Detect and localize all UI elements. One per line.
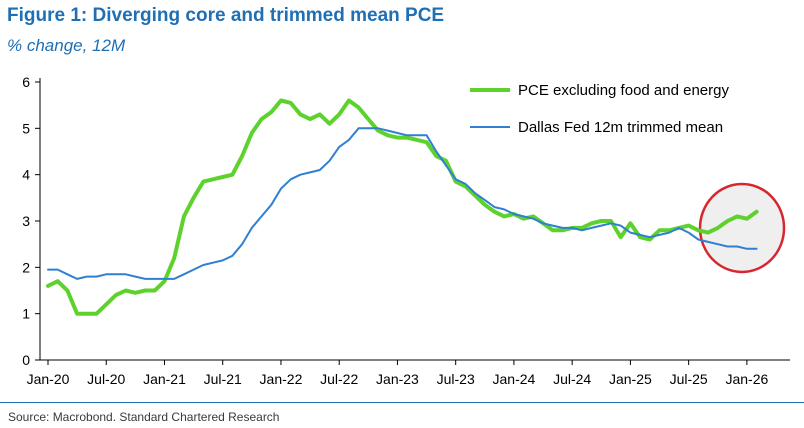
y-tick-label: 2 (22, 259, 30, 275)
x-tick-label: Jan-21 (143, 371, 186, 387)
trimmed-mean-line (47, 127, 758, 280)
y-tick-label: 0 (22, 352, 30, 368)
x-tick-label: Jan-24 (493, 371, 536, 387)
x-tick-label: Jul-20 (87, 371, 125, 387)
x-tick-label: Jan-22 (260, 371, 303, 387)
footer-divider (0, 402, 804, 403)
legend-label: PCE excluding food and energy (518, 82, 729, 99)
y-tick-label: 6 (22, 74, 30, 90)
x-tick-label: Jan-20 (27, 371, 70, 387)
x-tick-label: Jul-21 (204, 371, 242, 387)
y-tick-label: 4 (22, 167, 30, 183)
y-tick-label: 1 (22, 306, 30, 322)
x-tick-label: Jul-22 (320, 371, 358, 387)
x-tick-label: Jul-24 (553, 371, 591, 387)
x-tick-label: Jan-26 (725, 371, 768, 387)
line-chart: 0 1 2 3 4 5 6 Jan-20 Jul-20 Jan-21 Jul-21 Jan-22 Jul… (22, 74, 790, 387)
x-tick-label: Jan-25 (609, 371, 652, 387)
figure-title: Figure 1: Diverging core and trimmed mea… (7, 5, 445, 26)
x-tick-label: Jul-23 (437, 371, 475, 387)
figure-subtitle: % change, 12M (7, 36, 126, 55)
x-tick-label: Jul-25 (670, 371, 708, 387)
y-tick-label: 3 (22, 213, 30, 229)
x-tick-label: Jan-23 (376, 371, 419, 387)
source-note: Source: Macrobond. Standard Chartered Re… (8, 410, 280, 424)
y-tick-label: 5 (22, 120, 30, 136)
legend-label: Dallas Fed 12m trimmed mean (518, 119, 723, 136)
highlight-circle (698, 182, 786, 274)
